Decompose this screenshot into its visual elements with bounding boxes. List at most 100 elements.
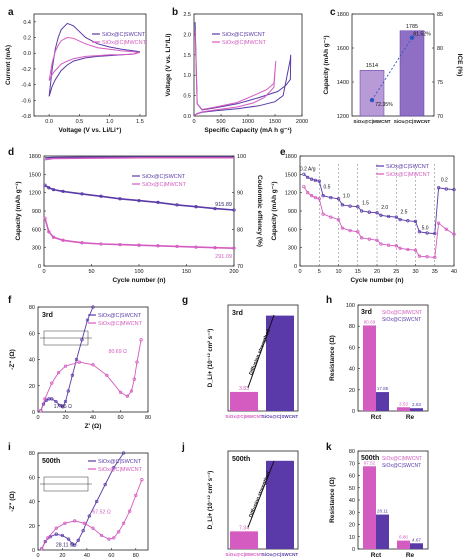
resistance-500th-bar — [376, 514, 389, 549]
eis-3rd-marker — [56, 370, 61, 375]
diffusion-500th-bar — [230, 531, 258, 549]
eis-3rd-xtick-label: 80 — [145, 415, 151, 421]
rate-marker — [406, 219, 410, 223]
resistance-500th-bar-value: 4.67 — [412, 537, 421, 542]
eis-3rd-marker — [54, 399, 58, 404]
ice-category-label: SiOx@C|MWCNT — [353, 119, 390, 124]
resistance-3rd-title: 3rd — [361, 309, 372, 316]
ice-left-ytick-label: 1800 — [337, 12, 349, 18]
eis-3rd-marker — [85, 318, 90, 322]
resistance-3rd-bar — [397, 407, 410, 411]
cycling-right-ytick-label: 90 — [237, 191, 243, 197]
resistance-3rd-chart-axes-frame — [357, 304, 429, 412]
cycling-marker — [80, 192, 84, 196]
rate-ytick-label: 0 — [294, 264, 297, 270]
eis-3rd-ytick-label: 80 — [29, 305, 35, 311]
gcd-ytick-label: 0.5 — [183, 94, 191, 100]
rate-marker — [348, 204, 352, 208]
resistance-3rd-category-label: Re — [406, 414, 415, 421]
cycling-ytick-label: 0 — [38, 264, 41, 270]
eis-500th-marker — [91, 526, 95, 530]
eis-500th-marker — [54, 532, 58, 536]
eis-500th-ytick-label: 0 — [32, 548, 35, 554]
cycling-marker — [194, 245, 198, 249]
rate-xtick-label: 25 — [393, 269, 399, 275]
cycling-xtick-label: 150 — [182, 269, 191, 275]
rate-current-label: 2.0 — [381, 205, 388, 211]
cycling-marker — [51, 187, 56, 192]
gcd-xtick-label: 500 — [216, 119, 225, 125]
cycling-series-line — [44, 218, 235, 249]
eis-3rd-marker — [91, 363, 95, 367]
resistance-3rd-ytick-label: 0 — [352, 409, 355, 415]
eis-3rd-marker — [61, 405, 65, 409]
ice-bar — [359, 69, 385, 117]
cycling-end-value: 291.09 — [215, 254, 232, 260]
cv-series-line — [48, 36, 141, 81]
ice-ylabel: Capacity (mAh g⁻¹) — [323, 35, 330, 94]
eis-500th-ytick-label: 60 — [29, 475, 35, 481]
cv-xtick-label: 1.5 — [136, 119, 144, 125]
resistance-3rd-legend-entry: SiOx@C|MWCNT — [382, 310, 422, 316]
resistance-3rd-ytick-label: 20 — [349, 388, 355, 394]
resistance-3rd-ytick-label: 80 — [349, 324, 355, 330]
resistance-500th-ytick-label: 60 — [349, 474, 355, 480]
cv-ytick-label: -0.8 — [22, 114, 31, 120]
rate-ytick-label: 600 — [288, 227, 297, 233]
cycling-marker — [43, 216, 47, 220]
panel-letter-b: b — [172, 7, 178, 18]
cycling-legend-entry: SiOx@C|MWCNT — [142, 182, 187, 188]
rate-marker — [398, 217, 402, 222]
cycling-ytick-label: 300 — [32, 246, 41, 252]
cycling-marker — [61, 238, 65, 242]
cycling-series-line — [44, 184, 235, 211]
cycling-right-ytick-label: 100 — [237, 154, 246, 160]
rate-xtick-label: 10 — [335, 269, 341, 275]
eis-3rd-xtick-label: 40 — [90, 415, 96, 421]
eis-500th-marker — [73, 519, 77, 523]
eis-3rd-xtick-label: 20 — [62, 415, 68, 421]
gcd-xtick-label: 1000 — [242, 119, 254, 125]
diffusion-3rd-title: 3rd — [232, 310, 243, 317]
eis-500th-fit-line — [41, 479, 143, 550]
ice-right-ytick-label: 70 — [437, 114, 443, 120]
resistance-3rd-ytick-label: 60 — [349, 345, 355, 351]
eis-3rd-marker — [80, 338, 84, 342]
rate-marker — [398, 246, 402, 250]
cycling-marker — [232, 208, 236, 212]
eis-500th-xtick-label: 40 — [84, 553, 90, 559]
eis-3rd-marker — [77, 360, 81, 364]
resistance-500th-ytick-label: 70 — [349, 461, 355, 467]
eis-500th-marker — [112, 465, 116, 470]
ice-left-ytick-label: 1600 — [337, 46, 349, 52]
diffusion-500th-bar — [266, 460, 294, 549]
rate-marker — [348, 228, 352, 233]
cycling-marker — [137, 243, 141, 247]
cycling-marker — [47, 186, 51, 190]
resistance-500th-bar — [363, 466, 376, 549]
gcd-ytick-label: 1.5 — [183, 53, 191, 59]
panel-letter-k: k — [326, 442, 332, 453]
cycling-ylabel-right: Coulombic effiency (%) — [256, 175, 263, 247]
diffusion-500th-title: 500th — [232, 456, 250, 463]
rate-current-label: 0.5 — [323, 184, 330, 190]
rate-ytick-label: 900 — [288, 209, 297, 215]
resistance-3rd-category-label: Rct — [371, 414, 382, 421]
rate-marker — [340, 226, 345, 230]
gcd-xtick-label: 2000 — [296, 119, 308, 125]
rate-marker — [321, 212, 325, 216]
cycling-marker — [43, 183, 47, 187]
diffusion-3rd-arrow — [247, 314, 275, 388]
rate-marker — [413, 219, 418, 224]
rate-current-label: 1.5 — [362, 200, 369, 206]
resistance-3rd-ylabel: Resistance (Ω) — [329, 335, 336, 381]
diffusion-500th-ylabel: D_Li+ (10⁻¹² cm² s⁻¹) — [207, 471, 214, 530]
eis-500th-legend-entry: SiOx@C|MWCNT — [98, 467, 143, 473]
ice-right-ytick-label: 85 — [437, 12, 443, 18]
resistance-500th-ytick-label: 0 — [352, 547, 355, 553]
resistance-3rd-bar — [363, 325, 376, 411]
rate-marker — [329, 215, 333, 219]
eis-3rd-marker — [63, 364, 68, 368]
resistance-500th-bar — [397, 540, 410, 549]
rate-marker — [425, 231, 429, 235]
